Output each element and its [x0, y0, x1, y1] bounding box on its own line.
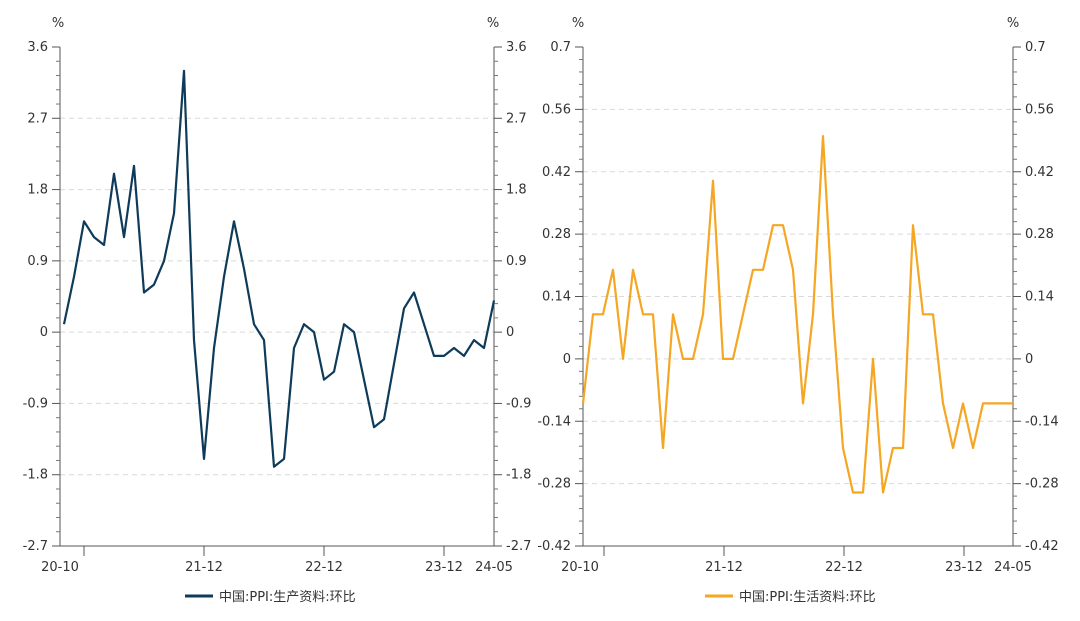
y-axis-right: 3.6 2.7 1.8 0.9 0 -0.9 -1.8 -2.7 — [493, 40, 531, 554]
y-tick-label-right: 0.7 — [1025, 40, 1046, 55]
x-tick-label: 24-05 — [475, 560, 513, 575]
y-tick-label-left: 2.7 — [27, 111, 48, 126]
y-tick-label-right: -0.14 — [1025, 414, 1059, 429]
left-unit-label: % — [572, 16, 584, 31]
y-tick-label-right: -0.9 — [506, 396, 531, 411]
x-tick-label: 23-12 — [945, 560, 983, 575]
y-tick-label-right: 0 — [506, 325, 514, 340]
series-line — [581, 135, 1013, 494]
y-axis-right: 0.7 0.56 0.42 0.28 0.14 0 -0.14 -0.28 -0.42 — [1012, 40, 1059, 554]
y-tick-label-right: 0.28 — [1025, 227, 1054, 242]
y-tick-label-right: 3.6 — [506, 40, 527, 55]
x-tick-label: 21-12 — [185, 560, 223, 575]
y-tick-label-left: -0.28 — [537, 477, 571, 492]
y-tick-label-right: 0.56 — [1025, 102, 1054, 117]
y-tick-label-left: 0.9 — [27, 254, 48, 269]
x-tick-label: 22-12 — [825, 560, 863, 575]
chart-ppi-production-materials: % % 3.6 2.7 1.8 0.9 0 -0.9 -1.8 -2.7 3.6 2.7 1.8 0… — [23, 16, 532, 605]
chart-ppi-consumer-goods: % % 0.70.560.420.280.140-0.14-0.28-0.42 … — [537, 16, 1058, 605]
y-tick-label-left: 0.14 — [542, 290, 571, 305]
y-tick-label-left: -2.7 — [23, 539, 48, 554]
legend[interactable]: 中国:PPI:生产资料:环比 — [185, 590, 356, 605]
y-tick-label-left: 0.7 — [550, 40, 571, 55]
y-tick-label-left: 1.8 — [27, 183, 48, 198]
y-tick-label-left: -0.42 — [537, 539, 571, 554]
legend[interactable]: 中国:PPI:生活资料:环比 — [705, 590, 876, 605]
legend-label: 中国:PPI:生活资料:环比 — [739, 590, 876, 605]
y-tick-label-left: 0 — [40, 325, 48, 340]
y-tick-label-left: -0.9 — [23, 396, 48, 411]
y-tick-label-left: 0.28 — [542, 227, 571, 242]
y-tick-label-right: -2.7 — [506, 539, 531, 554]
y-axis-left: 3.6 2.7 1.8 0.9 0 -0.9 -1.8 -2.7 — [23, 40, 61, 554]
y-tick-label-right: -1.8 — [506, 468, 531, 483]
right-unit-label: % — [487, 16, 499, 31]
x-tick-label: 21-12 — [705, 560, 743, 575]
y-tick-label-right: 0.42 — [1025, 165, 1054, 180]
y-tick-label-right: -0.28 — [1025, 477, 1059, 492]
right-unit-label: % — [1007, 16, 1019, 31]
x-tick-label: 23-12 — [425, 560, 463, 575]
y-tick-label-right: 0.9 — [506, 254, 527, 269]
series-line — [62, 69, 496, 468]
y-tick-label-left: 3.6 — [27, 40, 48, 55]
y-tick-label-right: -0.42 — [1025, 539, 1059, 554]
y-axis-left: 0.7 0.56 0.42 0.28 0.14 0 -0.14 -0.28 -0.42 — [537, 40, 584, 554]
y-tick-label-left: 0.56 — [542, 102, 571, 117]
x-tick-label: 22-12 — [305, 560, 343, 575]
gridlines — [60, 117, 494, 476]
series-lines — [581, 135, 1013, 494]
y-tick-label-left: -0.14 — [537, 414, 571, 429]
y-tick-label-left: -1.8 — [23, 468, 48, 483]
x-tick-label: 20-10 — [561, 560, 599, 575]
legend-label: 中国:PPI:生产资料:环比 — [219, 590, 356, 605]
x-axis: 20-10 21-12 22-12 23-12 24-05 — [561, 545, 1032, 575]
series-lines — [62, 69, 496, 468]
left-unit-label: % — [52, 16, 64, 31]
y-tick-label-right: 1.8 — [506, 183, 527, 198]
y-tick-label-right: 0.14 — [1025, 290, 1054, 305]
y-tick-label-right: 0 — [1025, 352, 1033, 367]
x-tick-label: 24-05 — [994, 560, 1032, 575]
y-tick-label-left: 0 — [563, 352, 571, 367]
y-tick-label-right: 2.7 — [506, 111, 527, 126]
y-tick-label-left: 0.42 — [542, 165, 571, 180]
x-axis: 20-10 21-12 22-12 23-12 24-05 — [41, 545, 513, 575]
x-tick-label: 20-10 — [41, 560, 79, 575]
